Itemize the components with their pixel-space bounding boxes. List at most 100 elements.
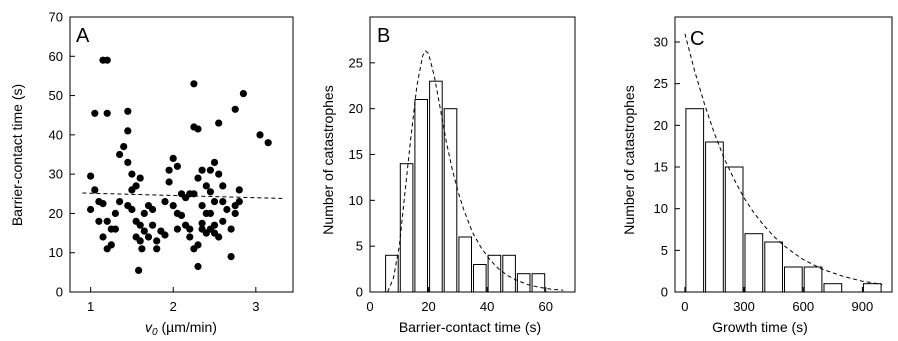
panel-c-frame (674, 16, 893, 293)
panel-b-y-tick-label: 15 (349, 147, 363, 162)
panel-a-y-tick-label: 50 (49, 88, 63, 103)
scatter-point (219, 217, 227, 225)
panel-c: 0 300 600 900 0 5 10 15 20 25 30 C Number of catas… (621, 16, 893, 335)
histogram-bar (705, 141, 724, 293)
scatter-point (153, 245, 161, 253)
panel-b-y-tick-label: 10 (349, 193, 363, 208)
panel-a-y-tick-label: 10 (49, 245, 63, 260)
scatter-point (198, 166, 206, 174)
scatter-point (235, 186, 243, 194)
scatter-point (161, 231, 169, 239)
panel-b-y-tick-label: 25 (349, 55, 363, 70)
scatter-point (227, 225, 235, 233)
scatter-point (128, 170, 136, 178)
panel-b-y-tick-label: 20 (349, 101, 363, 116)
panel-a-y-tick-label: 0 (56, 285, 63, 300)
panel-a-y-tick-label: 60 (49, 49, 63, 64)
scatter-point (215, 119, 223, 127)
panel-c-y-tick-label: 20 (654, 118, 668, 133)
panel-b-x-axis-title: Barrier-contact time (s) (399, 319, 541, 335)
histogram-bar (414, 99, 428, 293)
scatter-point (231, 105, 239, 113)
scatter-point (235, 198, 243, 206)
scatter-point (186, 225, 194, 233)
panel-b-x-tick-label: 40 (480, 299, 494, 314)
histogram-bar (685, 108, 705, 293)
scatter-point (206, 188, 214, 196)
scatter-point (215, 233, 223, 241)
scatter-point (136, 221, 144, 229)
panel-a-y-tick-label: 30 (49, 167, 63, 182)
scatter-point (103, 217, 111, 225)
scatter-point (111, 225, 119, 233)
panel-b: 0 20 40 60 0 5 10 15 20 25 B Number of catastroph… (320, 16, 576, 335)
scatter-point (186, 233, 194, 241)
scatter-point (116, 150, 124, 159)
histogram-bar (502, 254, 516, 293)
scatter-point (194, 174, 202, 182)
histogram-bar (744, 233, 764, 293)
panel-a-x-tick-label: 3 (252, 299, 259, 314)
panel-c-y-tick-label: 0 (661, 285, 668, 300)
panel-b-y-tick-label: 5 (356, 239, 363, 254)
panel-b-letter: B (377, 25, 390, 47)
scatter-point (194, 125, 202, 133)
histogram-bar (724, 166, 744, 293)
scatter-point (198, 202, 206, 210)
panel-a-letter: A (76, 25, 90, 47)
histogram-bar (784, 266, 803, 293)
scatter-point (99, 200, 107, 208)
scatter-point (149, 205, 157, 214)
scatter-point (202, 182, 210, 190)
histogram-bar (862, 283, 882, 293)
x-axis-symbol: v (145, 319, 153, 335)
panel-b-y-tick-label: 0 (356, 285, 363, 300)
panel-c-x-tick-label: 0 (681, 299, 688, 314)
scatter-point (107, 241, 115, 249)
scatter-point (116, 198, 124, 206)
scatter-point (140, 209, 148, 217)
histogram-bar (443, 108, 458, 293)
scatter-point (173, 225, 181, 233)
histogram-bar (803, 266, 823, 293)
scatter-point (111, 209, 119, 217)
panel-b-x-tick-label: 20 (421, 299, 435, 314)
x-axis-unit: (µm/min) (158, 319, 217, 335)
panel-b-y-axis-title: Number of catastrophes (320, 85, 336, 234)
scatter-point (223, 205, 231, 214)
scatter-point (190, 80, 198, 88)
scatter-point (231, 209, 239, 217)
scatter-point (124, 202, 132, 210)
scatter-point (124, 127, 132, 135)
panel-b-marks: 0 20 40 60 0 5 10 15 20 25 (349, 50, 564, 314)
panel-c-y-tick-label: 25 (654, 76, 668, 91)
scatter-point (91, 186, 99, 194)
scatter-point (165, 178, 173, 186)
panel-a-x-tick-label: 1 (87, 299, 94, 314)
scatter-point (264, 139, 272, 147)
scatter-point (103, 56, 111, 64)
panel-a-y-tick-label: 40 (49, 127, 63, 142)
scatter-point (198, 225, 206, 233)
scatter-point (227, 253, 235, 261)
fit-curve (387, 50, 564, 293)
scatter-point (136, 237, 144, 245)
panel-c-letter: C (690, 28, 704, 50)
panel-a-y-axis-title: Barrier-contact time (s) (9, 84, 25, 226)
scatter-point (144, 233, 153, 241)
scatter-point (95, 217, 103, 225)
panel-c-x-tick-label: 600 (792, 299, 814, 314)
fit-curve (684, 33, 883, 285)
histogram-bar (458, 236, 472, 293)
histogram-bar (531, 273, 546, 293)
scatter-point (169, 202, 177, 210)
panel-c-marks: 0 300 600 900 0 5 10 15 20 25 30 (654, 33, 883, 314)
scatter-point (198, 219, 206, 227)
scatter-point (87, 172, 95, 180)
scatter-point (210, 198, 219, 206)
scatter-point (194, 262, 202, 271)
scatter-point (87, 205, 95, 214)
scatter-point (153, 237, 161, 245)
scatter-point (149, 221, 157, 229)
